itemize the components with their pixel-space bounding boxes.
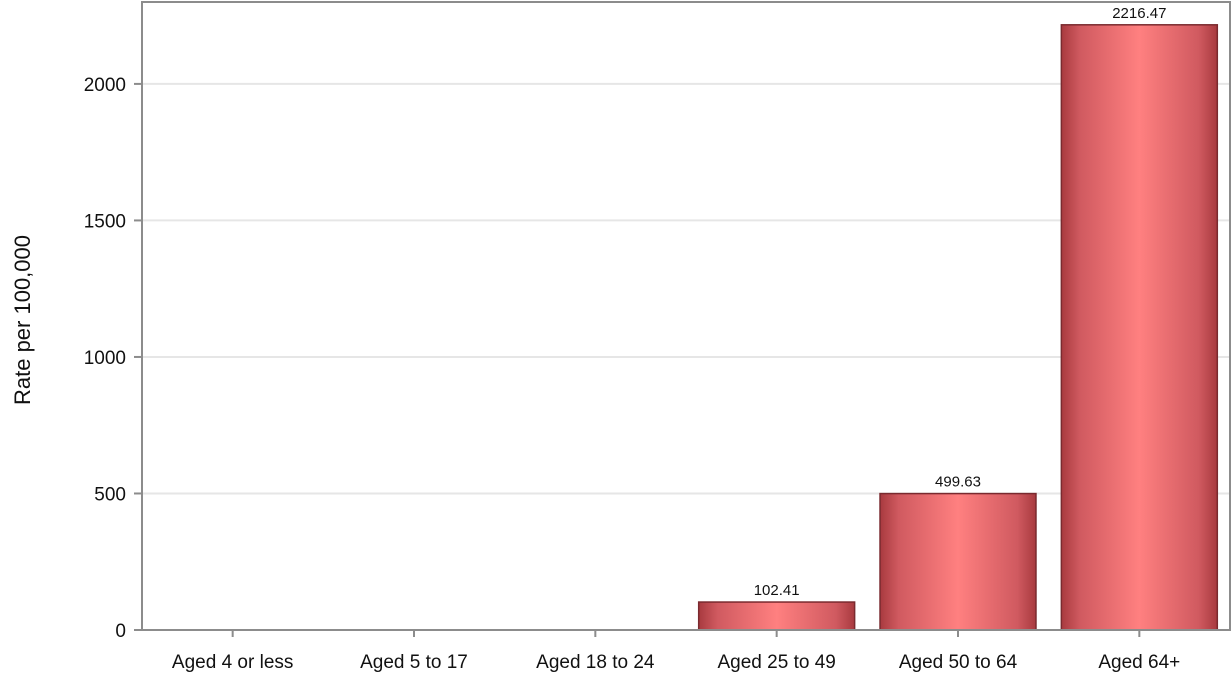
data-label: 2216.47 [1112, 5, 1166, 22]
x-tick-label: Aged 64+ [1098, 652, 1180, 673]
y-tick-label: 0 [115, 621, 126, 642]
bars [697, 24, 1219, 631]
y-tick-label: 500 [94, 484, 126, 505]
y-axis-ticks: 0 500 1000 1500 2000 [84, 75, 142, 642]
plot-frame [141, 1, 1231, 631]
data-labels: 102.41 499.63 2216.47 [754, 5, 1167, 599]
plot-border [141, 1, 1231, 631]
x-tick-label: Aged 18 to 24 [536, 652, 655, 673]
data-label: 102.41 [754, 582, 800, 599]
x-tick-label: Aged 5 to 17 [360, 652, 468, 673]
y-tick-label: 1500 [84, 211, 126, 232]
bar [1060, 24, 1219, 631]
bar [697, 601, 856, 631]
x-tick-label: Aged 25 to 49 [718, 652, 836, 673]
x-tick-label: Aged 4 or less [172, 652, 293, 673]
gridlines [142, 82, 1230, 495]
y-axis-title: Rate per 100,000 [10, 235, 35, 405]
x-axis-ticks: Aged 4 or less Aged 5 to 17 Aged 18 to 24 A… [172, 630, 1180, 673]
data-label: 499.63 [935, 474, 981, 491]
y-tick-label: 1000 [84, 348, 126, 369]
bar [879, 492, 1037, 631]
x-tick-label: Aged 50 to 64 [899, 652, 1018, 673]
y-tick-label: 2000 [84, 75, 126, 96]
